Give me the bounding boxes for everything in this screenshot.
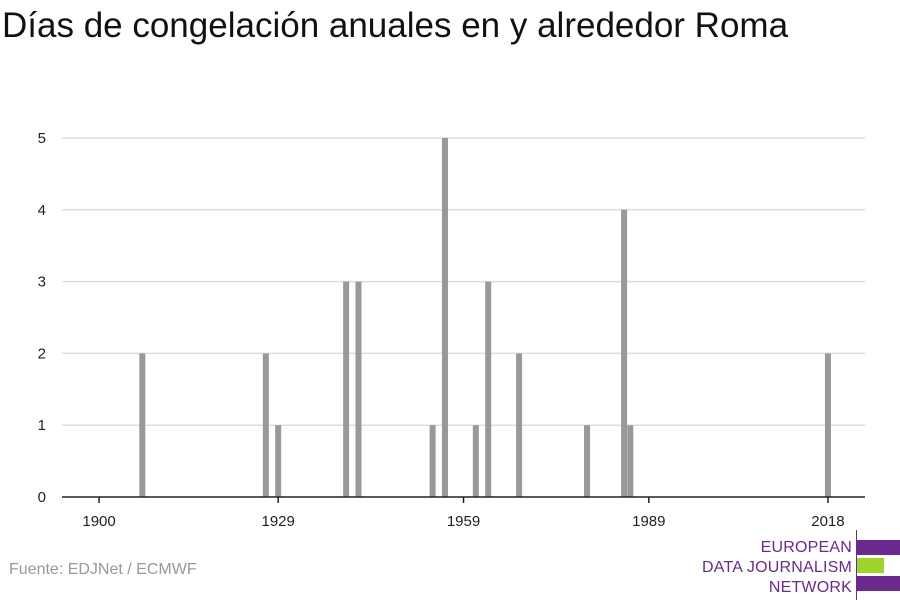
y-tick-label: 3 bbox=[38, 274, 46, 291]
logo-text: EUROPEAN DATA JOURNALISM NETWORK bbox=[702, 538, 852, 598]
y-tick-label: 0 bbox=[38, 489, 46, 506]
bar bbox=[485, 281, 492, 497]
x-tick-label: 1929 bbox=[262, 513, 295, 530]
bar bbox=[429, 425, 436, 497]
x-axis bbox=[62, 496, 865, 503]
logo-bar-middle bbox=[857, 558, 884, 573]
logo-divider bbox=[856, 530, 857, 600]
bar-chart: 0 1 2 3 4 5 1900 1929 1959 1989 2018 bbox=[38, 130, 865, 530]
x-axis-tick-labels: 1900 1929 1959 1989 2018 bbox=[82, 513, 844, 530]
x-tick-label: 1900 bbox=[82, 513, 115, 530]
y-tick-label: 5 bbox=[38, 130, 46, 147]
bar bbox=[824, 353, 831, 497]
bar bbox=[441, 138, 448, 497]
logo-line-3: NETWORK bbox=[768, 579, 852, 596]
bar bbox=[621, 209, 628, 498]
edjnet-logo: EUROPEAN DATA JOURNALISM NETWORK bbox=[700, 530, 900, 600]
logo-line-1: EUROPEAN bbox=[760, 539, 852, 556]
bar bbox=[627, 425, 634, 497]
bar bbox=[472, 425, 479, 497]
bar bbox=[275, 425, 282, 497]
logo-bar-bottom bbox=[857, 576, 900, 591]
y-axis-tick-labels: 0 1 2 3 4 5 bbox=[38, 130, 46, 506]
x-tick-label: 1989 bbox=[632, 513, 665, 530]
x-tick-label: 1959 bbox=[447, 513, 480, 530]
y-tick-label: 1 bbox=[38, 417, 46, 434]
logo-bar-top bbox=[857, 540, 900, 555]
bars bbox=[139, 138, 831, 498]
bar bbox=[262, 353, 269, 497]
x-tick-label: 2018 bbox=[811, 513, 844, 530]
bar bbox=[139, 353, 146, 497]
bar bbox=[355, 281, 362, 497]
source-note: Fuente: EDJNet / ECMWF bbox=[9, 561, 197, 578]
bar bbox=[343, 281, 350, 497]
bar bbox=[516, 353, 523, 497]
y-tick-label: 2 bbox=[38, 345, 46, 362]
logo-line-2: DATA JOURNALISM bbox=[702, 559, 852, 576]
chart-title: Días de congelación anuales en y alreded… bbox=[2, 6, 789, 45]
bar bbox=[584, 425, 591, 497]
gridlines bbox=[62, 137, 865, 426]
y-tick-label: 4 bbox=[38, 202, 46, 219]
